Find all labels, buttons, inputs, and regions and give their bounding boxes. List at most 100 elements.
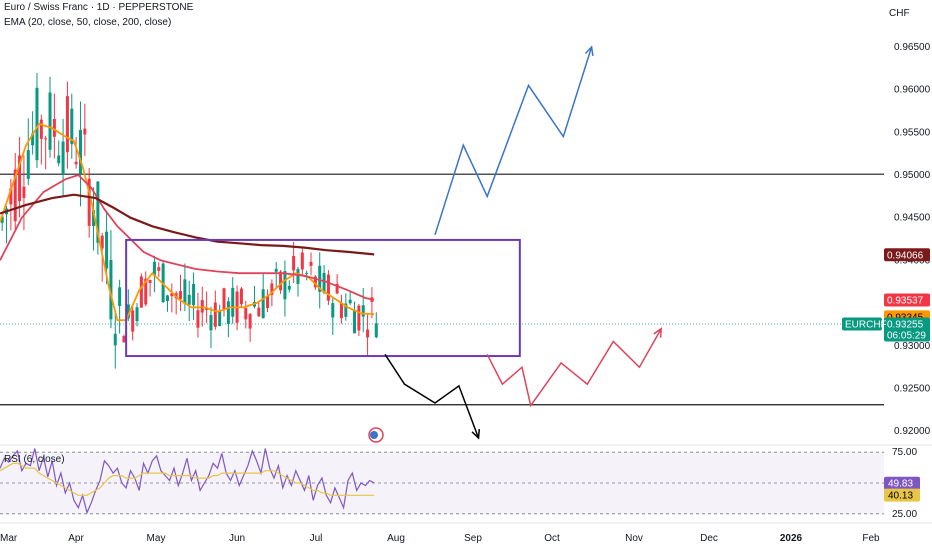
candle-body: [331, 303, 335, 318]
candle-body: [305, 272, 309, 274]
candle-body: [183, 279, 187, 304]
candle-body: [57, 155, 61, 164]
x-tick-label: Dec: [700, 533, 718, 544]
candle-body: [61, 141, 65, 174]
candle-body: [218, 310, 222, 326]
rsi-legend: RSI (6, close): [4, 454, 65, 465]
price-badge-label: 0.94066: [887, 250, 924, 261]
candle-body: [292, 255, 296, 271]
x-tick-label: Jul: [310, 533, 323, 544]
candle-body: [366, 329, 370, 338]
price-badge: [884, 293, 930, 307]
x-tick-label: Feb: [862, 533, 880, 544]
candle-body: [209, 315, 213, 331]
x-tick-label: Mar: [0, 533, 18, 544]
price-badge-label: 0.93537: [887, 295, 924, 306]
symbol-title: Euro / Swiss Franc · 1D · PEPPERSTONE: [4, 2, 194, 13]
candle-body: [261, 289, 265, 319]
candle-body: [313, 276, 317, 288]
y-tick-label: 0.96500: [894, 42, 931, 53]
candle-body: [318, 265, 322, 292]
candle-body: [165, 295, 169, 302]
candle-body: [109, 260, 113, 320]
candle-body: [170, 293, 174, 297]
y-tick-label: 0.95500: [894, 127, 931, 138]
rsi-line: [0, 448, 375, 515]
candle-body: [52, 118, 56, 137]
rsi-tick-label: 25.00: [892, 509, 917, 520]
rsi-badge: [884, 476, 920, 490]
candle-body: [339, 303, 343, 319]
candle-body: [283, 271, 287, 300]
projection-bearish: [384, 353, 480, 439]
candle-body: [374, 323, 378, 338]
candle-body: [326, 274, 330, 301]
candle-body: [231, 287, 235, 317]
candle-body: [357, 305, 361, 331]
candle-body: [113, 333, 117, 346]
x-tick-label: 2026: [780, 533, 803, 544]
rsi-badge: [884, 488, 920, 502]
candle-body: [135, 307, 139, 322]
candle-body: [353, 309, 357, 334]
candle-body: [344, 303, 348, 317]
rsi-tick-label: 75.00: [892, 447, 917, 458]
x-tick-label: Apr: [68, 533, 84, 544]
candle-body: [152, 261, 156, 276]
y-tick-label: 0.93000: [894, 341, 931, 352]
candle-body: [239, 288, 243, 305]
rsi-band: [0, 452, 884, 514]
x-tick-label: Oct: [544, 533, 560, 544]
symbol-tag-label: EURCHF: [845, 320, 887, 331]
candle-body: [35, 87, 39, 161]
candle-body: [361, 305, 365, 317]
candle-body: [335, 283, 339, 294]
candle-body: [348, 299, 352, 304]
x-tick-label: Aug: [387, 533, 405, 544]
candle-body: [244, 308, 248, 320]
candle-body: [39, 119, 43, 139]
projection-range-head: [653, 327, 663, 338]
price-badge-label: 0.93255: [887, 320, 924, 331]
candle-body: [65, 96, 69, 153]
candle-body: [322, 272, 326, 293]
candle-body: [87, 178, 91, 226]
candle-body: [274, 268, 278, 272]
candle-body: [13, 169, 17, 222]
candle-body: [179, 291, 183, 299]
candle-body: [139, 276, 143, 308]
ema-legend: EMA (20, close, 50, close, 200, close): [4, 17, 172, 28]
candle-body: [83, 128, 87, 135]
candle-body: [48, 92, 52, 150]
candle-body: [300, 252, 304, 270]
candle-body: [226, 301, 230, 324]
currency-label: CHF: [889, 8, 910, 19]
candle-body: [213, 302, 217, 327]
y-tick-label: 0.94500: [894, 213, 931, 224]
candle-body: [248, 314, 252, 329]
y-tick-label: 0.96000: [894, 85, 931, 96]
y-tick-label: 0.95000: [894, 170, 931, 181]
candle-body: [31, 133, 35, 146]
candle-body: [266, 295, 270, 308]
y-tick-label: 0.92500: [894, 384, 931, 395]
projection-bearish-head: [471, 429, 481, 440]
price-badge-timer: 06:05:29: [887, 331, 926, 342]
candle-body: [192, 283, 196, 306]
candle-body: [44, 138, 48, 140]
candle-body: [157, 267, 161, 271]
ema-line-20: [0, 122, 375, 322]
candle-body: [92, 210, 96, 226]
candle-body: [309, 261, 313, 266]
candle-body: [118, 287, 122, 306]
candle-body: [122, 336, 126, 343]
candle-body: [257, 307, 261, 317]
events-icon-inner: [370, 431, 378, 439]
candle-body: [126, 304, 130, 319]
candle-body: [78, 130, 82, 175]
candle-body: [287, 285, 291, 290]
candle-body: [279, 271, 283, 291]
candle-body: [105, 231, 109, 269]
rsi-badge-label: 40.13: [888, 491, 913, 502]
